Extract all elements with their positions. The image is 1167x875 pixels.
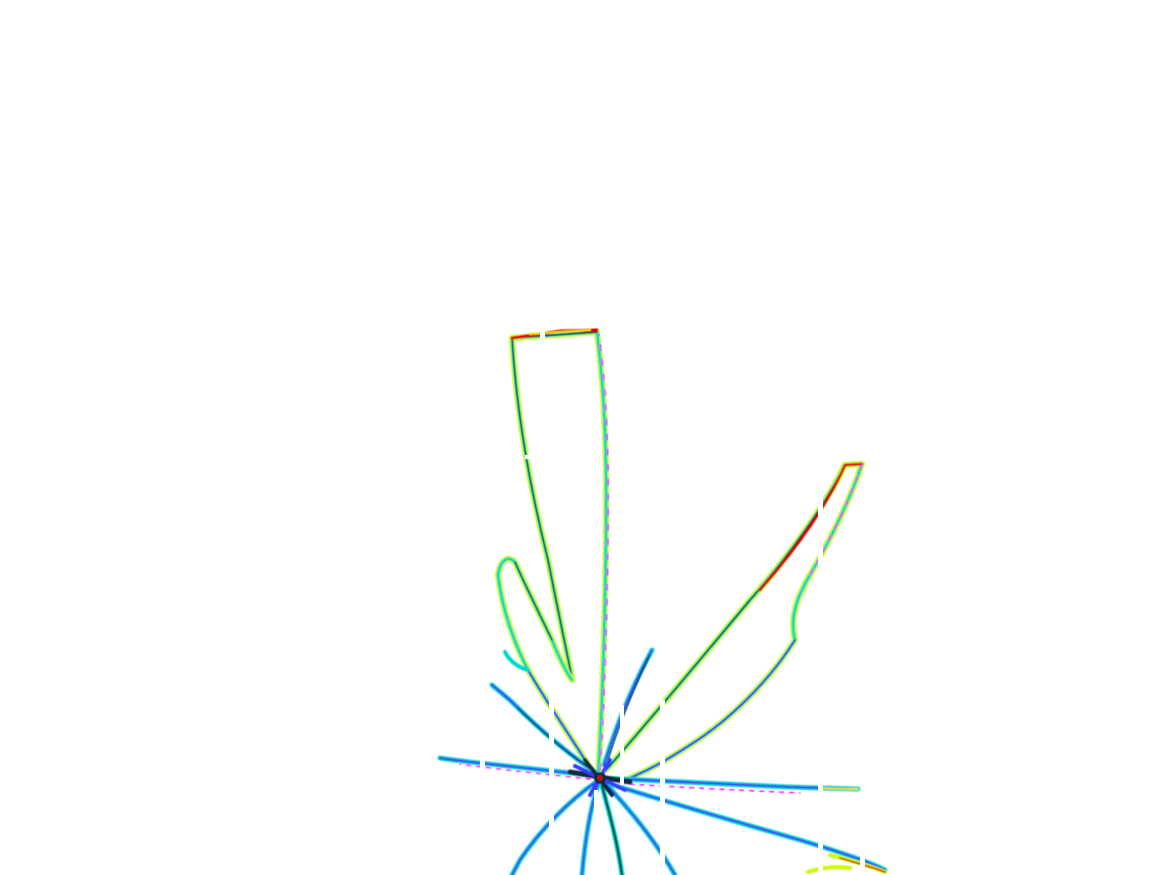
edge-gaps — [480, 330, 865, 875]
left-horizontal-ray-outline — [437, 755, 601, 780]
lower-rays-outline — [509, 779, 852, 875]
plant-core — [567, 758, 633, 797]
left-leaf-outline — [495, 555, 593, 771]
diagonal-leaf-outline — [603, 461, 865, 783]
plant-outline — [437, 328, 888, 875]
lower-right-ray-outline — [601, 779, 888, 874]
right-horizontal-ray-outline — [597, 775, 861, 794]
tall-leaf-outline — [509, 328, 610, 778]
